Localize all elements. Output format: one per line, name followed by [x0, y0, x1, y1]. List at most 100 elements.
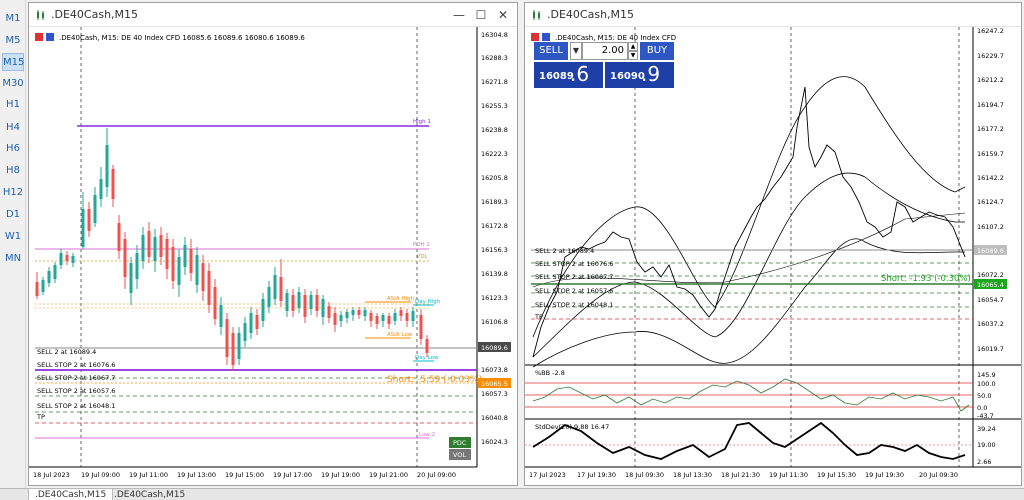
svg-text:100.0: 100.0	[977, 380, 996, 388]
left-chart-info: .DE40Cash, M15: DE 40 Index CFD 16085.6 …	[59, 34, 305, 42]
svg-text:20 Jul 09:00: 20 Jul 09:00	[417, 471, 456, 479]
svg-text:18 Jul 21:30: 18 Jul 21:30	[721, 471, 760, 479]
svg-text:50.0: 50.0	[977, 392, 991, 400]
timeframe-m30[interactable]: M30	[2, 78, 24, 89]
pdc-button[interactable]	[449, 437, 471, 448]
minimize-icon[interactable]: —	[453, 8, 465, 22]
current-price-tag	[974, 245, 1007, 255]
left-candles	[35, 128, 429, 371]
right-window-titlebar[interactable]: .DE40Cash,M15	[525, 3, 1021, 27]
short-price-tag	[478, 378, 511, 388]
right-chart-window: .DE40Cash,M15 .DE40Cash, M15: DE 40 Inde…	[524, 2, 1022, 486]
left-price-axis: 16304.8 16288.3 16271.8 16255.3 16238.8 …	[478, 31, 511, 446]
sell-price-pips: .6	[570, 62, 590, 86]
right-price-series	[532, 86, 966, 358]
left-time-axis: 18 Jul 2023 19 Jul 09:00 19 Jul 11:00 19…	[33, 471, 456, 479]
buy-button[interactable]: BUY	[640, 42, 674, 60]
left-chart-canvas[interactable]: .DE40Cash, M15: DE 40 Index CFD 16085.6 …	[29, 27, 517, 485]
timeframe-d1[interactable]: D1	[5, 209, 21, 220]
svg-text:16065.5: 16065.5	[481, 380, 508, 388]
order-line-sell-stop-2: SELL STOP 2 at 16067.7	[37, 374, 115, 382]
svg-text:16089.6: 16089.6	[481, 344, 508, 352]
svg-text:VOL[interactable]: VOL	[453, 451, 466, 459]
order-line-sell-stop-3: SELL STOP 2 at 16057.6	[535, 287, 613, 295]
order-line-sell-stop-1: SELL STOP 2 at 16076.6	[37, 361, 115, 369]
order-line-sell-stop-3: SELL STOP 2 at 16057.6	[37, 387, 115, 395]
timeframe-m5[interactable]: M5	[5, 35, 21, 46]
svg-text:16238.8: 16238.8	[481, 126, 508, 134]
timeframe-m1[interactable]: M1	[5, 13, 21, 24]
timeframe-h6[interactable]: H6	[6, 143, 20, 154]
timeframe-m15[interactable]: M15	[2, 53, 24, 71]
right-chart-canvas[interactable]: .DE40Cash, M15: DE 40 Index CFD SELL 2 a…	[525, 27, 1021, 485]
svg-text:19 Jul 11:30: 19 Jul 11:30	[769, 471, 808, 479]
svg-text:16089.6: 16089.6	[977, 247, 1004, 255]
svg-text:PDC[interactable]: PDC	[453, 439, 467, 447]
one-click-trading-panel: SELL ▼ 2.00 ▲ ▼ BUY 16089 .6 16090 .9	[534, 42, 674, 88]
right-chart-info: .DE40Cash, M15: DE 40 Index CFD	[555, 34, 676, 42]
timeframe-h4[interactable]: H4	[6, 122, 20, 133]
svg-text:16107.2: 16107.2	[977, 223, 1004, 231]
svg-text:16124.7: 16124.7	[977, 198, 1004, 206]
sell-button[interactable]: SELL	[534, 42, 568, 60]
svg-text:16172.8: 16172.8	[481, 222, 508, 230]
svg-text:20 Jul 09:30: 20 Jul 09:30	[919, 471, 958, 479]
chart-menu-icon	[531, 33, 539, 41]
svg-text:16139.8: 16139.8	[481, 270, 508, 278]
svg-text:16156.3: 16156.3	[481, 246, 508, 254]
svg-text:16054.7: 16054.7	[977, 296, 1004, 304]
tab-chart-2[interactable]: .DE40Cash,M15	[114, 490, 186, 500]
right-window-title: .DE40Cash,M15	[547, 8, 635, 21]
timeframe-toolbar: M1 M5 M15 M30 H1 H4 H6 H8 H12 D1 W1 MN	[0, 0, 26, 488]
level-label-pdl: PDL	[417, 254, 429, 260]
vol-button[interactable]	[449, 449, 471, 460]
svg-text:18 Jul 13:30: 18 Jul 13:30	[673, 471, 712, 479]
level-label-high1: High 1	[413, 119, 431, 125]
left-chart-window: .DE40Cash,M15 — ☐ ✕ .DE40Cash, M15: DE 4…	[28, 2, 518, 486]
svg-text:16247.2: 16247.2	[977, 27, 1004, 35]
timeframe-mn[interactable]: MN	[4, 253, 22, 264]
buy-price-pips: .9	[641, 62, 661, 86]
volume-input[interactable]: 2.00	[582, 42, 628, 60]
timeframe-h12[interactable]: H12	[2, 187, 24, 198]
sell-price-button[interactable]: 16089 .6	[534, 62, 603, 88]
close-icon[interactable]: ✕	[497, 8, 509, 22]
svg-text:16229.7: 16229.7	[977, 52, 1004, 60]
svg-text:%BB -2.8: %BB -2.8	[535, 369, 565, 377]
right-time-axis: 17 Jul 2023 17 Jul 19:30 18 Jul 09:30 18…	[529, 471, 958, 479]
svg-text:19 Jul 21:00: 19 Jul 21:00	[369, 471, 408, 479]
candlestick-chart-icon	[533, 10, 540, 20]
order-line-sell: SELL 2 at 16089.4	[37, 348, 96, 356]
svg-text:16255.3: 16255.3	[481, 102, 508, 110]
svg-text:145.9: 145.9	[977, 371, 996, 379]
svg-text:16159.7: 16159.7	[977, 150, 1004, 158]
svg-text:16288.3: 16288.3	[481, 54, 508, 62]
svg-text:16057.3: 16057.3	[481, 390, 508, 398]
svg-text:19 Jul 17:00: 19 Jul 17:00	[273, 471, 312, 479]
timeframe-h8[interactable]: H8	[6, 165, 20, 176]
bb-indicator-panel: %BB -2.8 145.9 100.0 50.0 0.0 -43.7	[525, 369, 996, 420]
volume-dropdown-icon[interactable]: ▼	[570, 42, 582, 60]
svg-text:19 Jul 19:30: 19 Jul 19:30	[865, 471, 904, 479]
svg-text:19.00: 19.00	[977, 441, 996, 449]
timeframe-h1[interactable]: H1	[6, 99, 20, 110]
left-window-titlebar[interactable]: .DE40Cash,M15 — ☐ ✕	[29, 3, 517, 27]
volume-down-icon[interactable]: ▼	[628, 51, 638, 60]
svg-text:16222.3: 16222.3	[481, 150, 508, 158]
svg-text:19 Jul 15:00: 19 Jul 15:00	[225, 471, 264, 479]
stddev-indicator-panel: StdDev(20) 9.88 16.47 39.24 19.00 2.66	[525, 421, 996, 466]
level-label-day-high: Day High	[415, 299, 441, 305]
right-price-axis: 16247.2 16229.7 16212.2 16194.7 16177.2 …	[974, 27, 1007, 353]
volume-up-icon[interactable]: ▲	[628, 42, 638, 51]
sell-price-main: 16089	[539, 71, 574, 82]
order-line-sell-stop-2: SELL STOP 2 at 16067.7	[535, 273, 613, 281]
timeframe-w1[interactable]: W1	[4, 231, 22, 242]
svg-text:16123.3: 16123.3	[481, 294, 508, 302]
svg-text:16212.2: 16212.2	[977, 76, 1004, 84]
svg-text:16037.2: 16037.2	[977, 320, 1004, 328]
maximize-icon[interactable]: ☐	[475, 8, 487, 22]
buy-price-button[interactable]: 16090 .9	[605, 62, 674, 88]
tab-chart-1[interactable]: .DE40Cash,M15	[28, 489, 114, 500]
svg-text:19 Jul 13:00: 19 Jul 13:00	[177, 471, 216, 479]
